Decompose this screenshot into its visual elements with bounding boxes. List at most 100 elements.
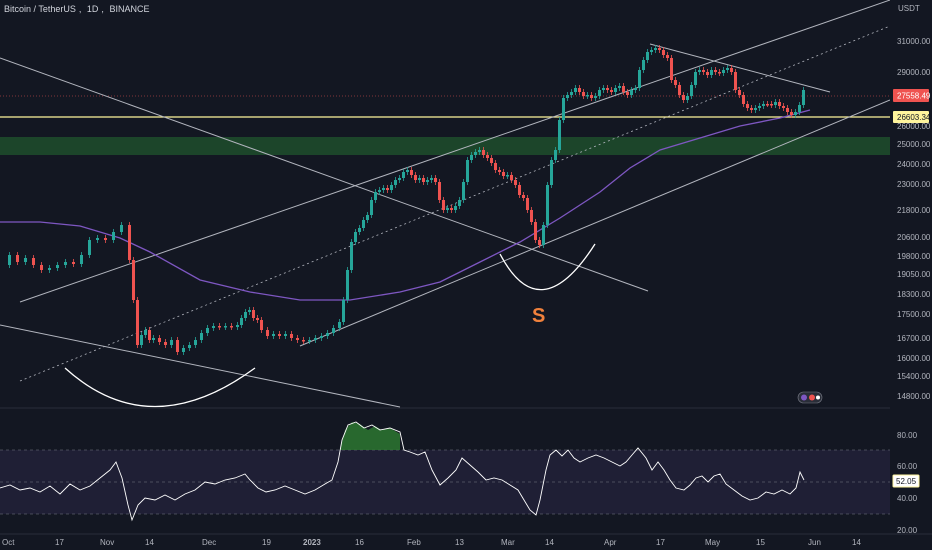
candle-body [104,238,107,240]
candle-body [454,206,457,210]
candle-body [738,90,741,95]
candle-body [194,340,197,345]
candle-body [730,68,733,72]
candle-body [702,70,705,72]
candle-body [770,104,773,106]
time-tick-label: 2023 [303,538,321,547]
candle-body [320,336,323,338]
rsi-axis[interactable]: 80.00 60.00 40.00 20.00 [897,431,918,535]
candle-body [236,325,239,327]
candle-body [474,152,477,155]
candle-body [206,328,209,333]
candle-body [714,70,717,72]
candle-body [8,255,11,265]
candle-body [140,335,143,345]
candle-body [302,340,305,342]
candle-body [442,200,445,210]
candle-body [606,88,609,90]
candle-body [48,268,51,270]
candle-body [470,155,473,160]
currency-label: USDT [898,4,920,13]
candle-body [634,88,637,90]
candle-body [112,232,115,240]
candle-body [212,326,215,328]
candle-body [582,92,585,96]
candle-body [518,185,521,195]
candle-body [642,60,645,70]
candle-body [570,92,573,95]
last-price-badge [893,89,929,102]
candle-body [266,330,269,336]
candle-body [506,175,509,177]
candle-body [386,188,389,190]
candle-body [72,262,75,264]
candle-body [284,334,287,336]
time-tick-label: 15 [756,538,765,547]
rsi-tick-label: 20.00 [897,526,918,535]
candle-body [88,240,91,255]
candle-body [542,225,545,245]
candle-body [418,178,421,180]
candle-body [490,158,493,163]
candle-body [690,85,693,96]
candle-body [562,98,565,120]
price-tick-label: 19800.00 [897,252,931,261]
candle-body [798,105,801,112]
candle-body [244,312,247,318]
candle-body [774,102,777,105]
candle-body [120,225,123,232]
time-tick-label: Feb [407,538,421,547]
candle-body [272,334,275,336]
price-tick-label: 16700.00 [897,334,931,343]
candle-body [458,200,461,206]
candle-body [526,198,529,210]
candle-body [754,108,757,110]
candle-body [290,334,293,338]
time-tick-label: 17 [656,538,665,547]
rsi-line [0,421,805,522]
time-tick-label: 19 [262,538,271,547]
time-tick-label: May [705,538,720,547]
candle-body [64,262,67,265]
candle-body [758,106,761,108]
candle-body [152,338,155,340]
time-tick-label: 13 [455,538,464,547]
candle-body [252,310,255,318]
candlesticks [8,45,805,355]
candle-body [158,338,161,342]
rsi-tick-label: 60.00 [897,462,918,471]
symbol-header[interactable]: Bitcoin / TetherUS, 1D, BINANCE [4,4,150,14]
price-tick-label: 25000.00 [897,140,931,149]
candle-body [230,326,233,328]
time-axis[interactable]: Oct 17 Nov 14 Dec 19 2023 16 Feb 13 Mar 14 Apr 17 May 1… [2,538,861,547]
left-curve [64,367,256,408]
candle-body [438,182,441,200]
candle-body [558,120,561,150]
price-tick-label: 23000.00 [897,180,931,189]
support-text: 26603.34 [897,113,931,122]
price-tick-label: 15400.00 [897,372,931,381]
candle-body [128,225,131,260]
candle-body [494,163,497,170]
candle-body [136,300,139,345]
candle-body [786,108,789,112]
candle-body [382,188,385,190]
price-axis[interactable]: 31000.00 29000.00 26000.00 25000.00 24000.00… [897,37,931,401]
candle-body [550,160,553,185]
channel-midline [19,25,891,382]
candle-body [24,258,27,262]
symbol-name: Bitcoin / TetherUS [4,4,76,14]
candle-body [670,58,673,80]
candle-body [358,228,361,232]
candle-body [176,340,179,352]
indicator-toggle-icon[interactable] [797,391,823,404]
candle-body [638,70,641,88]
candle-body [132,260,135,300]
price-tick-label: 16000.00 [897,354,931,363]
candle-body [278,334,281,336]
candle-body [742,95,745,104]
candle-body [482,150,485,155]
candle-body [366,215,369,220]
candle-body [332,328,335,333]
